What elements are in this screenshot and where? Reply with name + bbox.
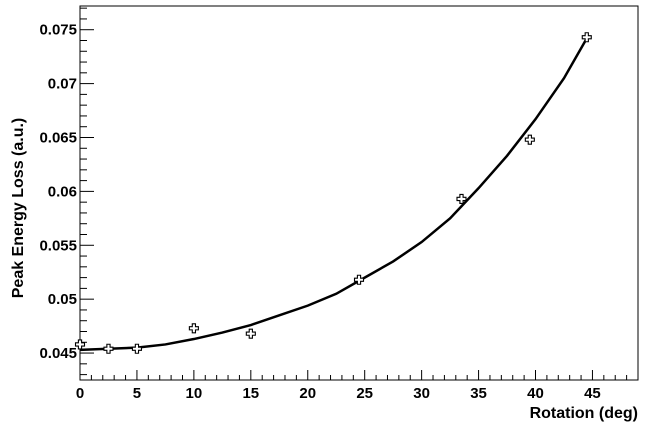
plot-frame xyxy=(79,5,639,381)
data-point xyxy=(103,343,114,354)
y-tick-label: 0.06 xyxy=(48,183,77,200)
x-tick-label: 20 xyxy=(299,385,316,402)
data-point xyxy=(456,193,467,204)
x-tick-label: 40 xyxy=(527,385,544,402)
data-point xyxy=(188,323,199,334)
data-points xyxy=(74,32,592,354)
data-point xyxy=(131,343,142,354)
data-point xyxy=(524,134,535,145)
y-tick-label: 0.075 xyxy=(39,22,77,39)
data-point xyxy=(245,328,256,339)
x-tick-label: 30 xyxy=(413,385,430,402)
x-tick-label: 10 xyxy=(186,385,203,402)
data-point xyxy=(74,339,86,350)
x-axis-title: Rotation (deg) xyxy=(530,405,638,422)
x-axis: 0 5 10 15 20 25 30 35 40 45 xyxy=(76,370,639,402)
x-tick-label: 5 xyxy=(133,385,141,402)
y-tick-label: 0.07 xyxy=(48,76,77,93)
y-tick-label: 0.065 xyxy=(39,129,77,146)
x-tick-label: 25 xyxy=(356,385,373,402)
data-point xyxy=(353,274,365,285)
y-tick-label: 0.055 xyxy=(39,237,77,254)
fit-curve xyxy=(79,37,588,352)
y-tick-label: 0.05 xyxy=(48,291,77,308)
y-axis: 0.045 0.05 0.055 0.06 0.065 0.07 0.075 xyxy=(39,7,94,376)
y-tick-label: 0.045 xyxy=(39,345,77,362)
x-tick-label: 0 xyxy=(76,385,84,402)
y-axis-title: Peak Energy Loss (a.u.) xyxy=(10,118,27,299)
x-tick-label: 35 xyxy=(470,385,487,402)
data-point xyxy=(581,32,592,43)
x-tick-label: 45 xyxy=(584,385,601,402)
x-tick-label: 15 xyxy=(242,385,259,402)
